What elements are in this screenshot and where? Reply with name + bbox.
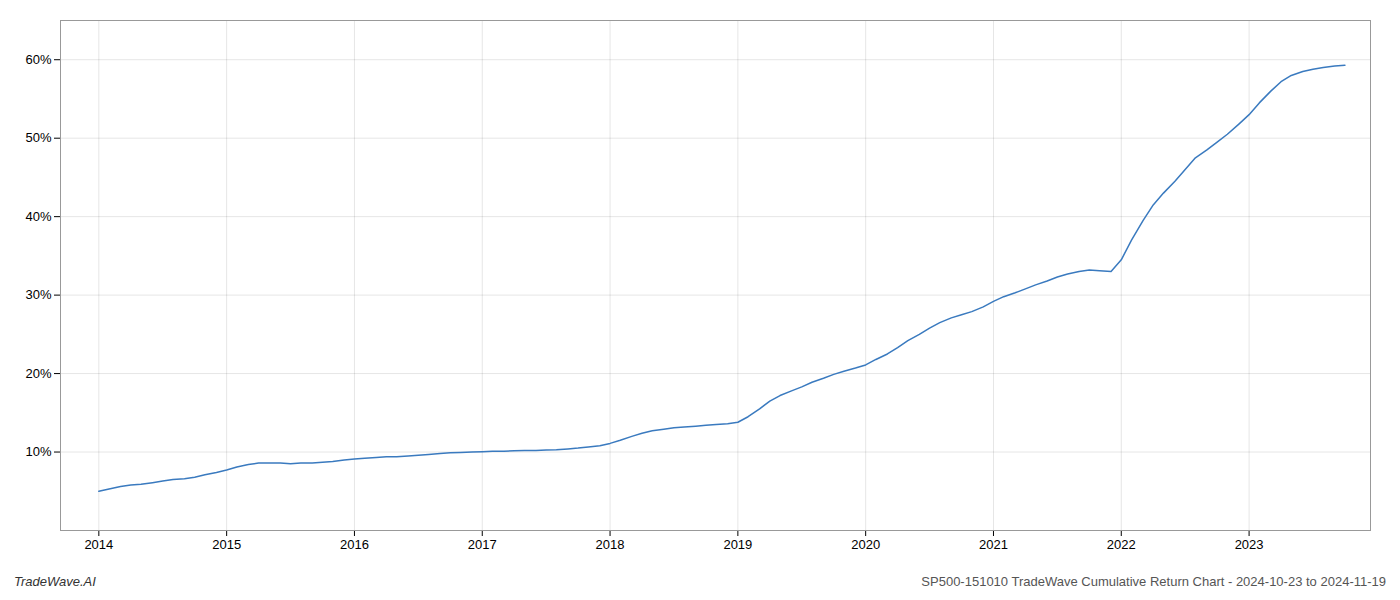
svg-text:60%: 60%	[25, 52, 51, 67]
svg-text:50%: 50%	[25, 130, 51, 145]
svg-text:2014: 2014	[84, 537, 113, 552]
html-text:TradeWave.AI: TradeWave.AI	[14, 574, 96, 589]
svg-text:2016: 2016	[340, 537, 369, 552]
svg-text:2015: 2015	[212, 537, 241, 552]
svg-text:2021: 2021	[979, 537, 1008, 552]
svg-text:2023: 2023	[1235, 537, 1264, 552]
svg-text:20%: 20%	[25, 366, 51, 381]
svg-text:2020: 2020	[851, 537, 880, 552]
svg-text:2022: 2022	[1107, 537, 1136, 552]
svg-text:30%: 30%	[25, 287, 51, 302]
svg-text:2019: 2019	[723, 537, 752, 552]
svg-text:2018: 2018	[596, 537, 625, 552]
html-text:SP500-151010 TradeWave Cumulat: SP500-151010 TradeWave Cumulative Return…	[921, 574, 1386, 589]
svg-text:2017: 2017	[468, 537, 497, 552]
svg-text:10%: 10%	[25, 444, 51, 459]
svg-text:40%: 40%	[25, 209, 51, 224]
